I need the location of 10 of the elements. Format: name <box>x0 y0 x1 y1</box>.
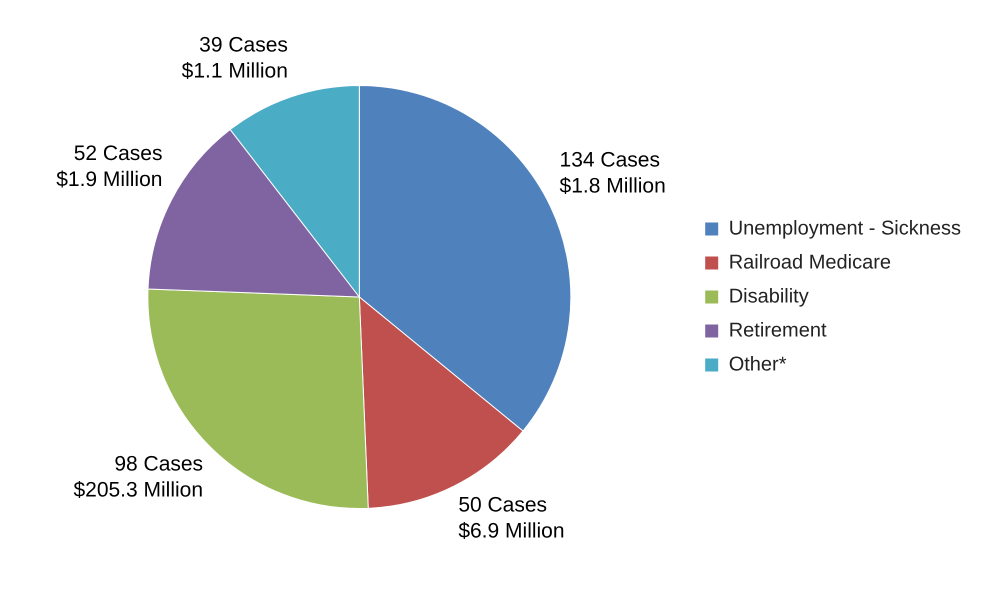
data-label: 39 Cases $1.1 Million <box>182 34 288 83</box>
legend-label: Unemployment - Sickness <box>728 218 962 240</box>
legend-label: Railroad Medicare <box>728 252 891 274</box>
legend-label: Other* <box>728 354 787 376</box>
legend-label: Disability <box>728 286 809 308</box>
legend-label: Retirement <box>728 320 827 342</box>
data-label: 98 Cases $205.3 Million <box>73 452 204 502</box>
data-label: 134 Cases $1.8 Million <box>560 148 666 198</box>
data-label: 52 Cases $1.9 Million <box>56 142 162 191</box>
data-label: 50 Cases $6.9 Million <box>458 493 565 542</box>
